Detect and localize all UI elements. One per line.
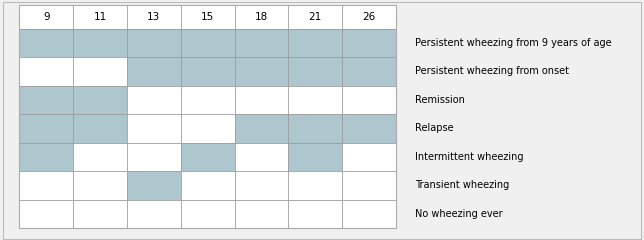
Bar bbox=[19, 29, 73, 57]
Bar bbox=[19, 199, 73, 228]
Bar bbox=[73, 5, 127, 29]
Bar bbox=[19, 5, 73, 29]
Bar bbox=[234, 29, 289, 57]
Text: 21: 21 bbox=[308, 12, 322, 22]
Text: 13: 13 bbox=[147, 12, 160, 22]
Bar bbox=[289, 171, 342, 199]
Bar bbox=[342, 57, 396, 86]
Bar bbox=[234, 143, 289, 171]
Text: 15: 15 bbox=[201, 12, 214, 22]
Bar bbox=[127, 5, 181, 29]
Bar bbox=[73, 57, 127, 86]
Bar bbox=[234, 5, 289, 29]
Text: Relapse: Relapse bbox=[415, 123, 454, 133]
Bar bbox=[289, 5, 342, 29]
Bar bbox=[127, 171, 181, 199]
Bar bbox=[234, 199, 289, 228]
Bar bbox=[342, 29, 396, 57]
Bar bbox=[342, 5, 396, 29]
Text: Remission: Remission bbox=[415, 95, 465, 105]
Bar bbox=[342, 86, 396, 114]
Bar bbox=[127, 29, 181, 57]
Bar bbox=[19, 5, 396, 228]
Bar bbox=[73, 29, 127, 57]
Text: Intermittent wheezing: Intermittent wheezing bbox=[415, 152, 524, 162]
Bar bbox=[289, 57, 342, 86]
Bar bbox=[289, 114, 342, 143]
Bar bbox=[127, 199, 181, 228]
Bar bbox=[181, 171, 234, 199]
Bar bbox=[19, 57, 73, 86]
Bar bbox=[19, 114, 73, 143]
Bar bbox=[181, 29, 234, 57]
Bar bbox=[234, 57, 289, 86]
Bar bbox=[73, 199, 127, 228]
Bar bbox=[181, 86, 234, 114]
Text: 26: 26 bbox=[363, 12, 376, 22]
Bar bbox=[289, 29, 342, 57]
Bar bbox=[127, 57, 181, 86]
Bar bbox=[73, 114, 127, 143]
Text: 18: 18 bbox=[255, 12, 268, 22]
Bar bbox=[127, 86, 181, 114]
Bar bbox=[289, 199, 342, 228]
Bar bbox=[19, 86, 73, 114]
Bar bbox=[181, 143, 234, 171]
Bar bbox=[289, 143, 342, 171]
Text: No wheezing ever: No wheezing ever bbox=[415, 209, 503, 219]
Text: 9: 9 bbox=[43, 12, 50, 22]
Bar bbox=[19, 171, 73, 199]
Text: 11: 11 bbox=[93, 12, 107, 22]
Bar bbox=[73, 171, 127, 199]
Bar bbox=[342, 143, 396, 171]
Bar bbox=[342, 114, 396, 143]
Text: Persistent wheezing from onset: Persistent wheezing from onset bbox=[415, 66, 569, 77]
Bar bbox=[181, 114, 234, 143]
Bar bbox=[73, 86, 127, 114]
Bar bbox=[342, 171, 396, 199]
Bar bbox=[289, 86, 342, 114]
Bar bbox=[181, 199, 234, 228]
Bar bbox=[234, 171, 289, 199]
Bar bbox=[181, 57, 234, 86]
Text: Transient wheezing: Transient wheezing bbox=[415, 180, 509, 190]
Bar bbox=[127, 143, 181, 171]
Text: Persistent wheezing from 9 years of age: Persistent wheezing from 9 years of age bbox=[415, 38, 612, 48]
Bar bbox=[181, 5, 234, 29]
Bar bbox=[19, 143, 73, 171]
Bar bbox=[234, 114, 289, 143]
Bar bbox=[127, 114, 181, 143]
Bar bbox=[342, 199, 396, 228]
Bar bbox=[73, 143, 127, 171]
Bar bbox=[234, 86, 289, 114]
